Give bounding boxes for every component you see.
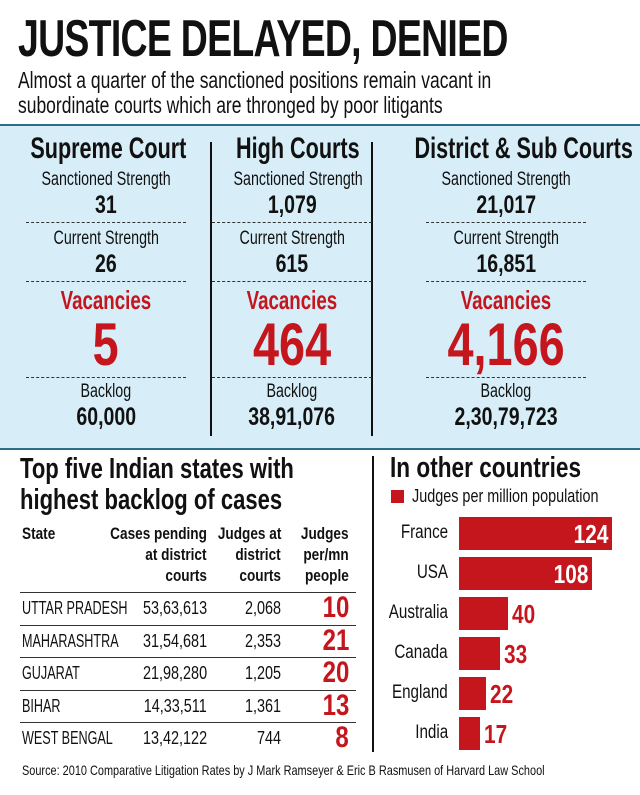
state-cell: GUJARAT — [22, 663, 80, 683]
cases-pending-cell: 53,63,613 — [142, 598, 207, 618]
row-divider — [20, 657, 356, 658]
state-cell: BIHAR — [22, 695, 61, 716]
vacancies-label: Vacancies — [60, 285, 152, 315]
chart-title: In other countries — [390, 452, 582, 484]
court-name: District & Sub Courts — [414, 132, 633, 165]
data-label: 40 — [512, 599, 536, 629]
court-column: Supreme Court Sanctioned Strength 31 Cur… — [0, 126, 212, 448]
row-divider — [20, 689, 356, 691]
courts-panel: Supreme Court Sanctioned Strength 31 Cur… — [0, 124, 640, 450]
vacancies-value: 464 — [252, 311, 332, 378]
vacancies-label: Vacancies — [460, 285, 552, 315]
judges-cell: 744 — [256, 728, 281, 748]
dashed-divider — [426, 222, 586, 223]
vacancies-value: 4,166 — [447, 311, 565, 378]
state-cell: UTTAR PRADESH — [22, 598, 128, 618]
row-divider — [20, 722, 356, 723]
judges-cell: 1,205 — [244, 663, 281, 683]
current-label: Current Strength — [239, 228, 345, 249]
state-cell: MAHARASHTRA — [22, 630, 119, 651]
court-name: Supreme Court — [30, 132, 187, 165]
judges-per-million-cell: 21 — [322, 623, 349, 657]
current-value: 16,851 — [476, 250, 536, 278]
bar-usa — [459, 557, 593, 590]
subtitle-line-2: subordinate courts which are thronged by… — [18, 92, 443, 118]
column-header: Judges per/mn people — [301, 524, 349, 585]
column-header: State — [22, 524, 56, 543]
sanctioned-label: Sanctioned Strength — [233, 169, 363, 190]
backlog-value: 60,000 — [76, 403, 136, 431]
bar-australia — [459, 597, 509, 630]
page-title: JUSTICE DELAYED, DENIED — [18, 10, 508, 68]
dashed-divider — [212, 377, 372, 378]
judges-per-million-cell: 20 — [322, 656, 349, 689]
data-label: 124 — [573, 519, 608, 549]
court-column: District & Sub Courts Sanctioned Strengt… — [372, 126, 640, 448]
row-divider — [20, 592, 356, 593]
court-name: High Courts — [236, 132, 360, 165]
sanctioned-label: Sanctioned Strength — [41, 169, 171, 190]
current-label: Current Strength — [53, 228, 159, 249]
sanctioned-label: Sanctioned Strength — [441, 169, 571, 190]
dashed-divider — [26, 281, 186, 282]
data-label: 22 — [490, 679, 514, 709]
data-label: 17 — [483, 719, 508, 749]
states-table-title: Top five Indian states with highest back… — [20, 453, 294, 516]
sanctioned-value: 31 — [95, 191, 117, 219]
category-label: France — [400, 522, 448, 543]
legend-swatch — [391, 490, 404, 503]
bar-india — [459, 717, 480, 750]
backlog-label: Backlog — [266, 381, 318, 402]
vacancies-label: Vacancies — [246, 285, 338, 315]
category-label: Australia — [388, 602, 448, 623]
category-label: USA — [416, 562, 448, 583]
column-header: Judges at district courts — [217, 524, 281, 585]
data-label: 33 — [503, 639, 527, 669]
cases-pending-cell: 14,33,511 — [144, 695, 207, 716]
bar-france — [459, 517, 612, 550]
backlog-value: 2,30,79,723 — [454, 403, 558, 431]
category-label: Canada — [394, 642, 448, 663]
subtitle-line-1: Almost a quarter of the sanctioned posit… — [18, 67, 492, 93]
column-divider — [210, 142, 212, 436]
judges-cell: 2,068 — [244, 598, 281, 618]
column-divider — [371, 142, 373, 436]
judges-per-million-cell: 8 — [335, 721, 349, 754]
cases-pending-cell: 13,42,122 — [142, 728, 207, 748]
backlog-value: 38,91,076 — [248, 403, 336, 431]
row-divider — [20, 624, 356, 626]
sanctioned-value: 21,017 — [476, 191, 536, 219]
vacancies-value: 5 — [92, 311, 120, 378]
cases-pending-cell: 31,54,681 — [142, 630, 207, 651]
column-header: Cases pending at district courts — [110, 524, 207, 585]
category-label: India — [415, 722, 448, 743]
dashed-divider — [26, 377, 186, 378]
category-label: England — [392, 682, 448, 703]
sanctioned-value: 1,079 — [267, 191, 317, 219]
judges-cell: 1,361 — [244, 695, 281, 716]
backlog-label: Backlog — [480, 381, 532, 402]
dashed-divider — [426, 281, 586, 282]
bar-england — [459, 677, 487, 710]
data-label: 108 — [553, 559, 589, 589]
dashed-divider — [426, 377, 586, 378]
legend-label: Judges per million population — [412, 486, 599, 506]
section-divider — [372, 456, 374, 752]
source-note: Source: 2010 Comparative Litigation Rate… — [22, 762, 545, 778]
cases-pending-cell: 21,98,280 — [142, 663, 207, 683]
current-value: 615 — [275, 250, 309, 278]
dashed-divider — [26, 222, 186, 223]
state-cell: WEST BENGAL — [22, 728, 113, 748]
judges-per-million-cell: 10 — [322, 591, 349, 624]
court-column: High Courts Sanctioned Strength 1,079 Cu… — [212, 126, 372, 448]
judges-cell: 2,353 — [244, 630, 281, 651]
current-value: 26 — [95, 250, 117, 278]
current-label: Current Strength — [453, 228, 559, 249]
bar-canada — [459, 637, 500, 670]
dashed-divider — [212, 222, 372, 223]
dashed-divider — [212, 281, 372, 282]
backlog-label: Backlog — [80, 381, 132, 402]
judges-per-million-cell: 13 — [322, 688, 349, 722]
